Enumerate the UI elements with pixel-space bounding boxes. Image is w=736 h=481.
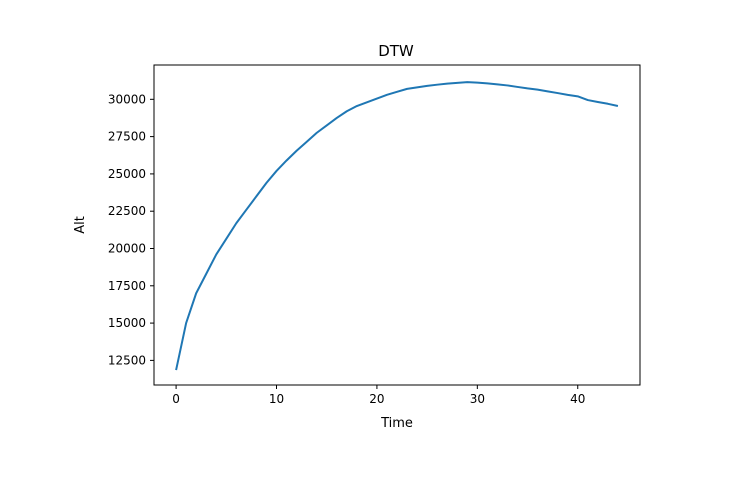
x-axis: 0 10 20 30 40	[172, 385, 585, 406]
plot-frame	[153, 64, 641, 386]
series-line-0	[175, 81, 619, 371]
x-tick-label: 20	[369, 392, 384, 406]
y-tick-label: 12500	[108, 353, 146, 367]
y-axis: 12500 15000 17500 20000 22500 25000 27500 30000	[108, 92, 154, 367]
y-tick-label: 30000	[108, 92, 146, 106]
y-tick-label: 25000	[108, 167, 146, 181]
y-tick-label: 20000	[108, 241, 146, 255]
y-tick-label: 15000	[108, 316, 146, 330]
plot-area	[175, 81, 619, 371]
x-axis-label: Time	[380, 416, 413, 431]
chart-title: DTW	[378, 42, 414, 60]
x-tick-label: 30	[470, 392, 485, 406]
x-tick-label: 0	[172, 392, 180, 406]
y-tick-label: 27500	[108, 130, 146, 144]
y-tick-label: 22500	[108, 204, 146, 218]
x-tick-label: 10	[269, 392, 284, 406]
x-tick-label: 40	[570, 392, 585, 406]
y-tick-label: 17500	[108, 279, 146, 293]
y-axis-label: Alt	[73, 216, 88, 234]
